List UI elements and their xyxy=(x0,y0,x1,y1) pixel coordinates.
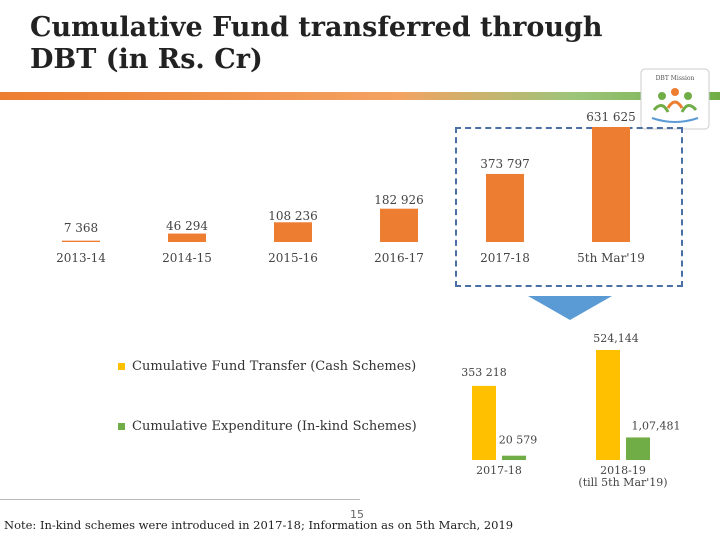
top-category-label-5: 5th Mar'19 xyxy=(577,251,645,265)
legend-label-inkind: Cumulative Expenditure (In-kind Schemes) xyxy=(132,419,417,434)
logo-text: DBT Mission xyxy=(656,75,695,82)
top-bar-3 xyxy=(380,208,418,242)
accent-bar xyxy=(0,92,720,100)
top-value-label-4: 373 797 xyxy=(480,157,530,171)
bottom-value-label-1-1: 1,07,481 xyxy=(632,419,681,432)
bottom-bar-0-1 xyxy=(502,455,526,460)
top-bar-0 xyxy=(62,240,100,242)
legend-swatch-cash xyxy=(118,363,125,370)
bottom-value-label-1-0: 524,144 xyxy=(593,332,639,345)
cash-inkind-chart: 353 218 20 579 2017-18 524,144 1,07,481 2018-… xyxy=(461,332,681,489)
page-number: 15 xyxy=(350,508,364,521)
bottom-bar-0-0 xyxy=(472,385,496,460)
top-category-label-0: 2013-14 xyxy=(56,251,106,265)
bottom-category-label-1-1: (till 5th Mar'19) xyxy=(578,476,667,489)
top-value-label-3: 182 926 xyxy=(374,193,424,207)
top-category-label-2: 2015-16 xyxy=(268,251,318,265)
top-value-label-1: 46 294 xyxy=(166,219,208,233)
top-value-label-0: 7 368 xyxy=(64,221,98,235)
bottom-value-label-0-1: 20 579 xyxy=(499,434,538,447)
bottom-category-label-1-0: 2018-19 xyxy=(600,464,646,477)
top-value-label-2: 108 236 xyxy=(268,209,318,223)
legend-cash-schemes: Cumulative Fund Transfer (Cash Schemes) xyxy=(118,359,416,374)
top-category-label-3: 2016-17 xyxy=(374,251,424,265)
footnote: Note: In-kind schemes were introduced in… xyxy=(4,518,514,532)
footnote-divider xyxy=(0,499,360,500)
page-title: Cumulative Fund transferred through DBT … xyxy=(30,12,603,75)
highlight-box xyxy=(455,127,683,287)
bottom-bar-1-0 xyxy=(596,350,620,460)
bottom-bar-1-1 xyxy=(626,437,650,460)
top-bar-5 xyxy=(592,127,630,242)
legend-swatch-inkind xyxy=(118,423,125,430)
top-bar-1 xyxy=(168,233,206,242)
top-category-label-1: 2014-15 xyxy=(162,251,212,265)
top-category-label-4: 2017-18 xyxy=(480,251,530,265)
legend-label-cash: Cumulative Fund Transfer (Cash Schemes) xyxy=(132,359,417,374)
top-value-label-5: 631 625 xyxy=(586,110,636,124)
dbt-logo: DBT Mission xyxy=(640,68,710,130)
bottom-value-label-0-0: 353 218 xyxy=(461,366,507,379)
bottom-category-label-0-0: 2017-18 xyxy=(476,464,522,477)
down-arrow-icon xyxy=(528,296,612,320)
legend-inkind-schemes: Cumulative Expenditure (In-kind Schemes) xyxy=(118,419,417,434)
cumulative-fund-chart: 7 368 2013-14 46 294 2014-15 108 236 2015-16 1… xyxy=(56,110,645,265)
top-bar-2 xyxy=(274,222,312,242)
top-bar-4 xyxy=(486,173,524,242)
